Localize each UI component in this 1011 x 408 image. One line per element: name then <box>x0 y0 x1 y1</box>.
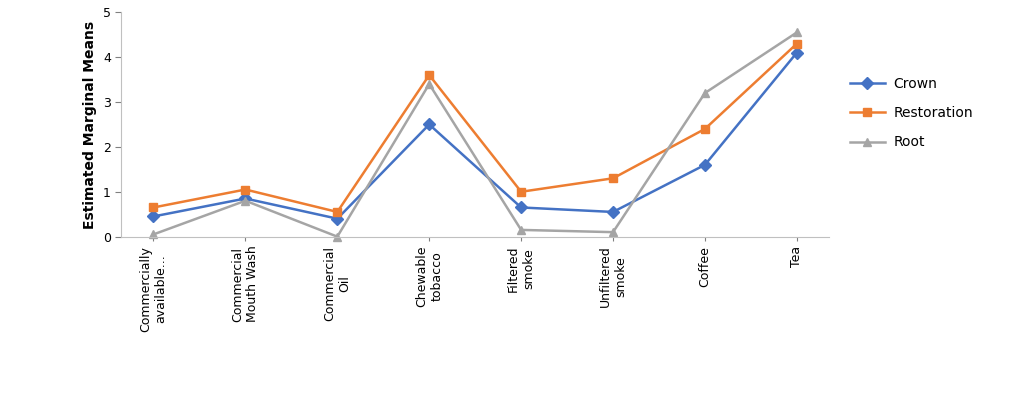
Crown <box>791 50 803 55</box>
Root <box>607 230 619 235</box>
Restoration <box>791 41 803 46</box>
Crown <box>240 196 252 201</box>
Line: Restoration: Restoration <box>150 40 801 216</box>
Crown <box>607 210 619 215</box>
Crown <box>515 205 527 210</box>
Root <box>515 228 527 233</box>
Root <box>148 232 160 237</box>
Restoration <box>240 187 252 192</box>
Restoration <box>332 210 344 215</box>
Restoration <box>699 126 711 131</box>
Root <box>424 82 436 86</box>
Crown <box>424 122 436 127</box>
Restoration <box>148 205 160 210</box>
Crown <box>148 214 160 219</box>
Root <box>791 30 803 35</box>
Legend: Crown, Restoration, Root: Crown, Restoration, Root <box>850 77 973 149</box>
Y-axis label: Estimated Marginal Means: Estimated Marginal Means <box>83 20 97 228</box>
Line: Root: Root <box>150 28 801 241</box>
Root <box>699 91 711 95</box>
Restoration <box>424 73 436 78</box>
Crown <box>699 162 711 167</box>
Restoration <box>515 189 527 194</box>
Root <box>332 234 344 239</box>
Crown <box>332 216 344 221</box>
Restoration <box>607 176 619 181</box>
Line: Crown: Crown <box>150 49 801 223</box>
Root <box>240 198 252 203</box>
